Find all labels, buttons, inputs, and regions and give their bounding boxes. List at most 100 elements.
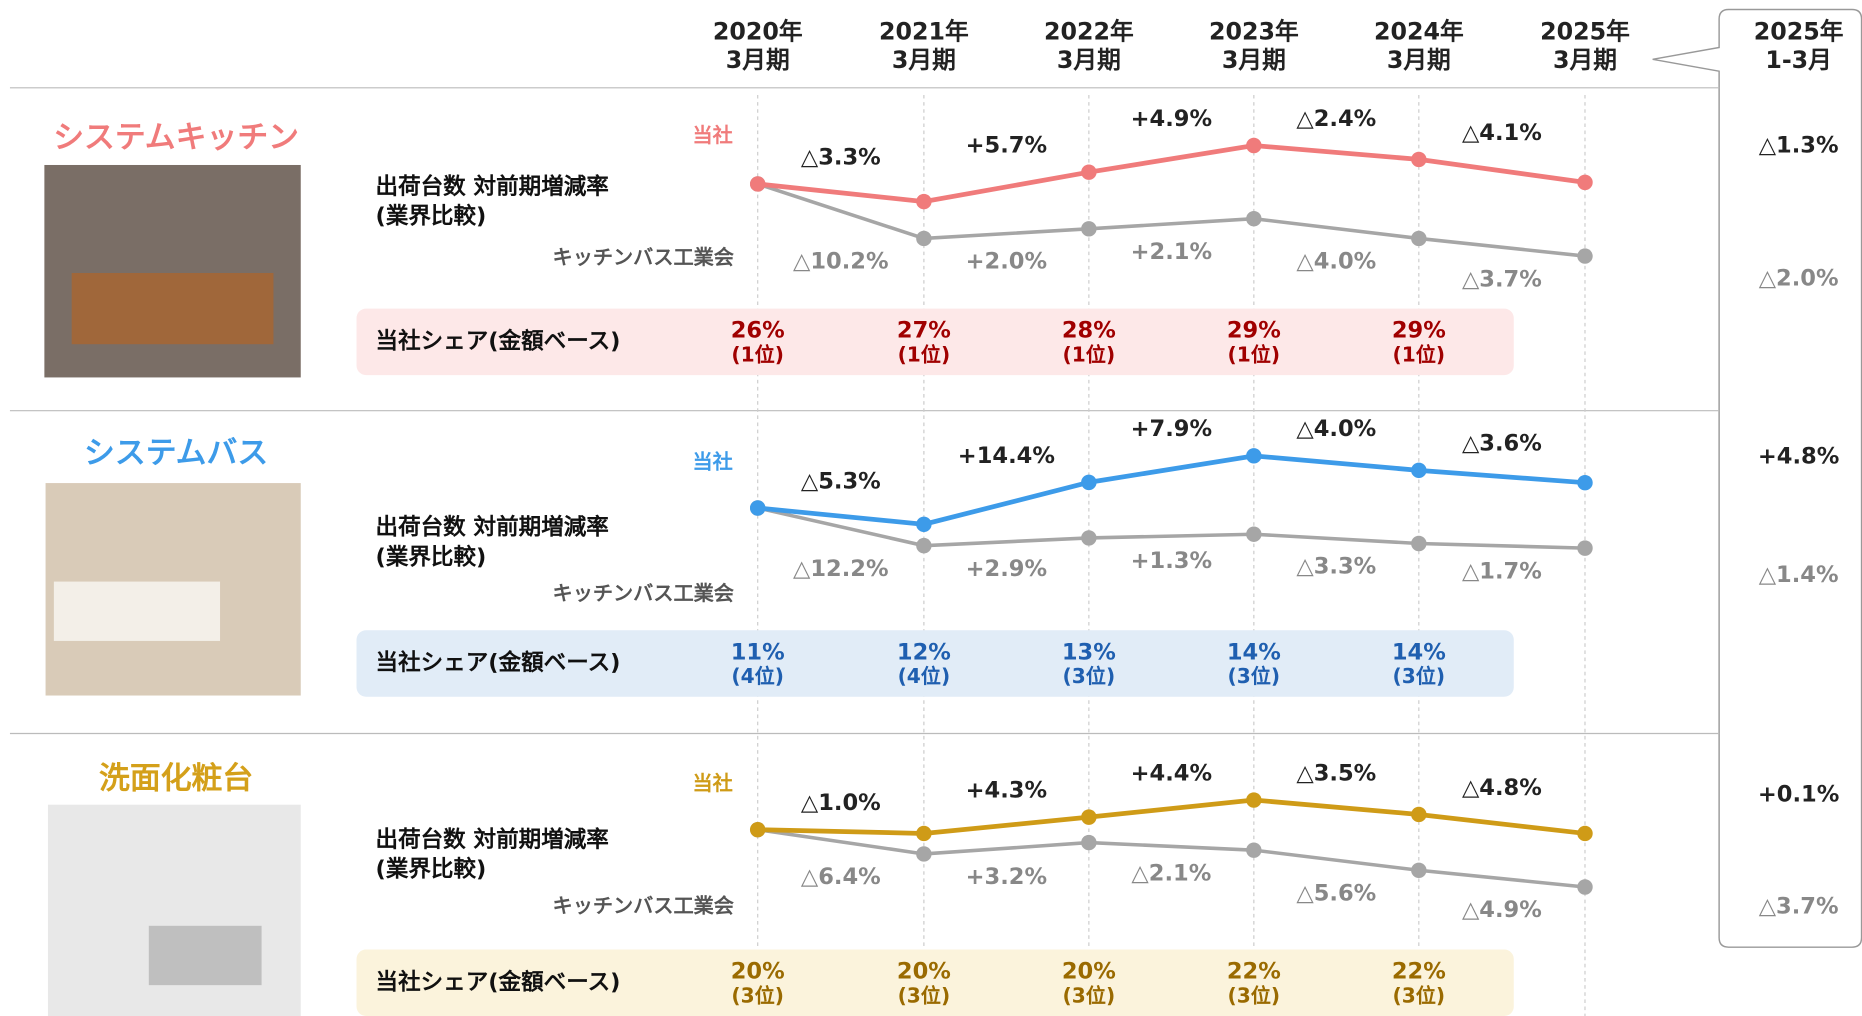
share-value: 20% bbox=[731, 959, 785, 985]
change-label: △2.4% bbox=[1296, 106, 1376, 132]
share-rank: (3位) bbox=[1393, 984, 1446, 1008]
share-rank: (3位) bbox=[731, 984, 784, 1008]
share-rank: (4位) bbox=[731, 664, 784, 688]
section-title: 洗面化粧台 bbox=[99, 760, 253, 796]
share-label: 当社シェア(金額ベース) bbox=[376, 649, 621, 676]
share-value: 28% bbox=[1062, 318, 1116, 344]
series-line bbox=[758, 800, 1585, 833]
share-rank: (3位) bbox=[1063, 984, 1116, 1008]
latest-label: +4.8% bbox=[1758, 443, 1839, 469]
share-value: 12% bbox=[897, 639, 951, 665]
latest-label: △1.3% bbox=[1759, 132, 1839, 158]
share-value: 26% bbox=[731, 318, 785, 344]
series-point bbox=[916, 826, 931, 841]
share-rank: (1位) bbox=[731, 343, 784, 367]
share-value: 14% bbox=[1227, 639, 1281, 665]
vanity-photo-cabinet bbox=[149, 926, 262, 985]
change-label: +2.1% bbox=[1131, 239, 1212, 265]
series-point bbox=[1577, 175, 1592, 190]
series-point bbox=[1246, 211, 1261, 226]
latest-period-label: 1-3月 bbox=[1765, 46, 1832, 74]
share-rank: (1位) bbox=[1393, 343, 1446, 367]
period-label: 3月期 bbox=[1387, 46, 1451, 74]
change-label: △3.6% bbox=[1462, 431, 1542, 457]
latest-label: △3.7% bbox=[1759, 893, 1839, 919]
change-label: △1.7% bbox=[1462, 558, 1542, 584]
change-label: △2.1% bbox=[1131, 860, 1211, 886]
period-label: 3月期 bbox=[1057, 46, 1121, 74]
share-value: 29% bbox=[1392, 318, 1446, 344]
period-label: 3月期 bbox=[1222, 46, 1286, 74]
series-point bbox=[750, 176, 765, 191]
period-label: 2020年 bbox=[713, 18, 803, 46]
series-point bbox=[1411, 807, 1426, 822]
change-label: △1.0% bbox=[801, 790, 881, 816]
series-point bbox=[1411, 863, 1426, 878]
latest-label: △1.4% bbox=[1759, 562, 1839, 588]
change-label: +4.3% bbox=[966, 778, 1047, 804]
series-point bbox=[1411, 231, 1426, 246]
change-label: △3.5% bbox=[1296, 760, 1376, 786]
change-label: △3.7% bbox=[1462, 266, 1542, 292]
change-label: △10.2% bbox=[793, 249, 889, 275]
change-label: +7.9% bbox=[1131, 416, 1212, 442]
series-point bbox=[1081, 809, 1096, 824]
series-name: 当社 bbox=[692, 771, 732, 795]
series-point bbox=[916, 194, 931, 209]
series-point bbox=[916, 517, 931, 532]
share-rank: (3位) bbox=[898, 984, 951, 1008]
series-point bbox=[1577, 475, 1592, 490]
share-rank: (4位) bbox=[898, 664, 951, 688]
period-label: 3月期 bbox=[892, 46, 956, 74]
subtitle: (業界比較) bbox=[376, 543, 487, 570]
series-point bbox=[1577, 540, 1592, 555]
series-line bbox=[758, 456, 1585, 525]
change-label: △12.2% bbox=[793, 556, 889, 582]
subtitle: 出荷台数 対前期増減率 bbox=[376, 173, 609, 200]
series-point bbox=[1577, 879, 1592, 894]
change-label: △3.3% bbox=[801, 144, 881, 170]
change-label: △4.0% bbox=[1296, 416, 1376, 442]
share-value: 11% bbox=[731, 639, 785, 665]
change-label: △4.8% bbox=[1462, 775, 1542, 801]
share-rank: (3位) bbox=[1228, 664, 1281, 688]
share-label: 当社シェア(金額ベース) bbox=[376, 327, 621, 354]
share-value: 20% bbox=[897, 959, 951, 985]
change-label: △3.3% bbox=[1296, 554, 1376, 580]
latest-label: △2.0% bbox=[1759, 265, 1839, 291]
series-point bbox=[1081, 475, 1096, 490]
series-point bbox=[1246, 138, 1261, 153]
period-label: 2024年 bbox=[1374, 18, 1464, 46]
series-point bbox=[1081, 165, 1096, 180]
share-rank: (3位) bbox=[1393, 664, 1446, 688]
kitchen-photo-counter bbox=[72, 273, 274, 344]
period-label: 2025年 bbox=[1540, 18, 1630, 46]
period-label: 2023年 bbox=[1209, 18, 1299, 46]
subtitle: (業界比較) bbox=[376, 203, 487, 230]
latest-label: +0.1% bbox=[1758, 782, 1839, 808]
series-name: 当社 bbox=[692, 449, 732, 473]
series-point bbox=[1411, 463, 1426, 478]
series-line bbox=[758, 508, 1585, 548]
change-label: +4.4% bbox=[1131, 760, 1212, 786]
share-value: 29% bbox=[1227, 318, 1281, 344]
share-rank: (1位) bbox=[898, 343, 951, 367]
series-point bbox=[1246, 448, 1261, 463]
series-point bbox=[916, 846, 931, 861]
series-point bbox=[750, 822, 765, 837]
series-name: 当社 bbox=[692, 123, 732, 147]
change-label: +3.2% bbox=[966, 864, 1047, 890]
share-rank: (3位) bbox=[1063, 664, 1116, 688]
change-label: △5.3% bbox=[801, 468, 881, 494]
series-point bbox=[1411, 536, 1426, 551]
change-label: +1.3% bbox=[1131, 548, 1212, 574]
series-point bbox=[1081, 530, 1096, 545]
subtitle: 出荷台数 対前期増減率 bbox=[376, 514, 609, 541]
change-label: △4.1% bbox=[1462, 120, 1542, 146]
period-label: 2022年 bbox=[1044, 18, 1134, 46]
change-label: +5.7% bbox=[966, 133, 1047, 159]
change-label: +14.4% bbox=[958, 443, 1055, 469]
series-point bbox=[1246, 527, 1261, 542]
change-label: +2.0% bbox=[966, 249, 1047, 275]
series-point bbox=[916, 231, 931, 246]
